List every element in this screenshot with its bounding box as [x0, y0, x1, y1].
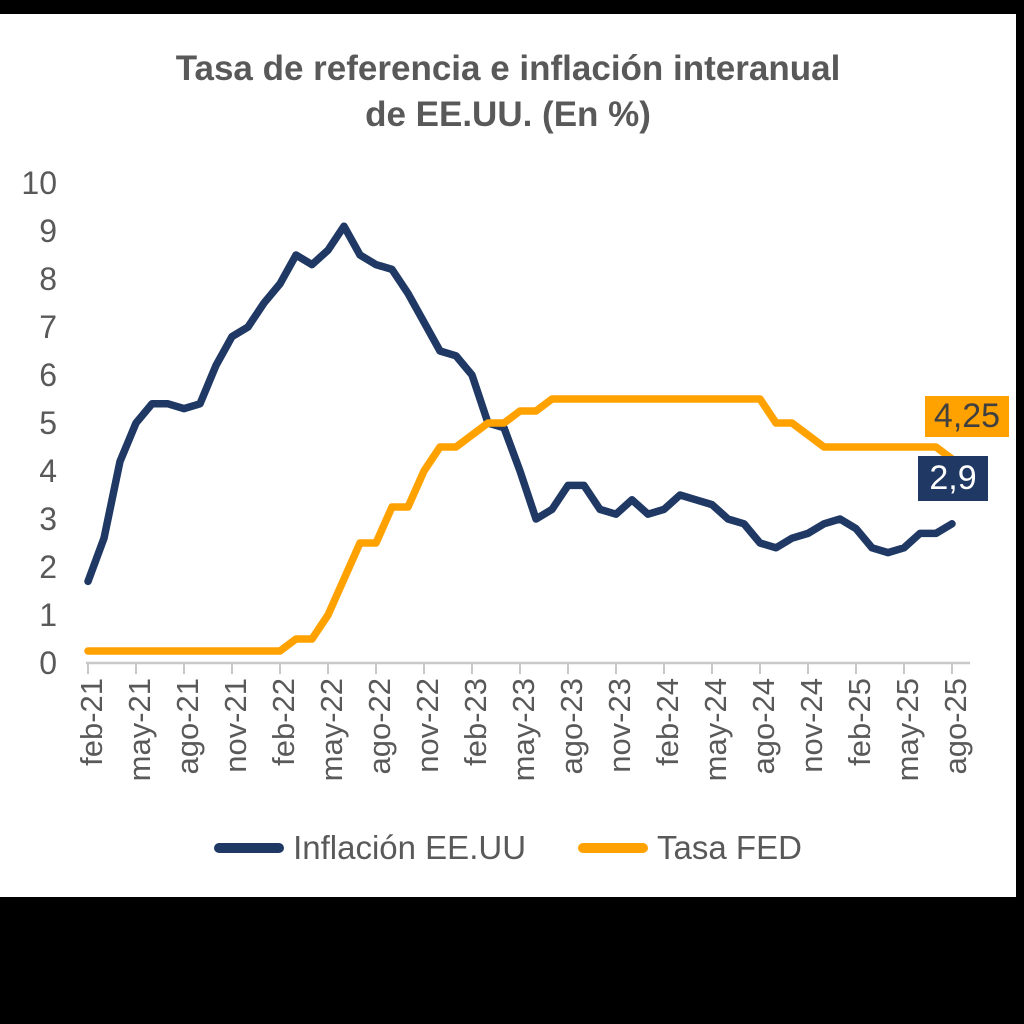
x-axis-tick-label: feb-21	[74, 678, 109, 766]
y-axis-tick-label: 8	[39, 261, 57, 297]
x-axis-tick-label: feb-25	[842, 678, 877, 766]
x-axis-tick-label: may-25	[890, 678, 925, 782]
fed-rate-end-label: 4,25	[925, 396, 1009, 437]
x-axis-tick-label: may-21	[122, 678, 157, 782]
y-axis-tick-label: 1	[39, 597, 57, 633]
x-axis	[86, 661, 970, 674]
inflation-end-label: 2,9	[918, 456, 988, 501]
chart-panel	[0, 14, 1016, 897]
fed-legend-swatch-icon	[578, 843, 649, 853]
chart-title: Tasa de referencia e inflación interanua…	[0, 46, 1016, 138]
y-axis-tick-label: 0	[39, 645, 57, 681]
x-axis-tick-label: ago-25	[938, 678, 973, 775]
y-axis-tick-label: 4	[39, 453, 57, 489]
x-axis-tick-label: may-24	[698, 678, 733, 782]
x-axis-tick-label: feb-23	[458, 678, 493, 766]
x-axis-tick-label: nov-21	[218, 678, 253, 773]
x-axis-tick-label: nov-23	[602, 678, 637, 773]
fed-legend-label: Tasa FED	[657, 829, 802, 866]
y-axis-tick-label: 2	[39, 549, 57, 585]
fed-rate-line	[84, 395, 956, 655]
inflation-line	[84, 222, 956, 586]
legend: Inflación EE.UU Tasa FED	[0, 829, 1016, 867]
x-axis-tick-label: ago-24	[746, 678, 781, 775]
inflation-legend-swatch-icon	[214, 843, 285, 853]
x-axis-tick-label: may-22	[314, 678, 349, 782]
x-axis-tick-label: ago-22	[362, 678, 397, 775]
y-axis-tick-label: 3	[39, 501, 57, 537]
x-axis-tick-label: may-23	[506, 678, 541, 782]
y-axis-tick-label: 5	[39, 405, 57, 441]
chart-title-line1: Tasa de referencia e inflación interanua…	[175, 49, 841, 88]
x-axis-tick-label: feb-24	[650, 678, 685, 766]
y-axis-tick-label: 10	[21, 165, 57, 201]
x-axis-tick-label: feb-22	[266, 678, 301, 766]
x-axis-tick-label: ago-23	[554, 678, 589, 775]
legend-item-fed: Tasa FED	[578, 829, 802, 867]
y-axis-tick-label: 6	[39, 357, 57, 393]
x-axis-tick-label: nov-22	[410, 678, 445, 773]
x-axis-tick-label: ago-21	[170, 678, 205, 775]
x-axis-tick-label: nov-24	[794, 678, 829, 773]
chart-title-line2: de EE.UU. (En %)	[365, 95, 651, 134]
y-axis-tick-label: 9	[39, 213, 57, 249]
y-axis-tick-label: 7	[39, 309, 57, 345]
inflation-legend-label: Inflación EE.UU	[293, 829, 527, 866]
legend-item-inflation: Inflación EE.UU	[214, 829, 526, 867]
